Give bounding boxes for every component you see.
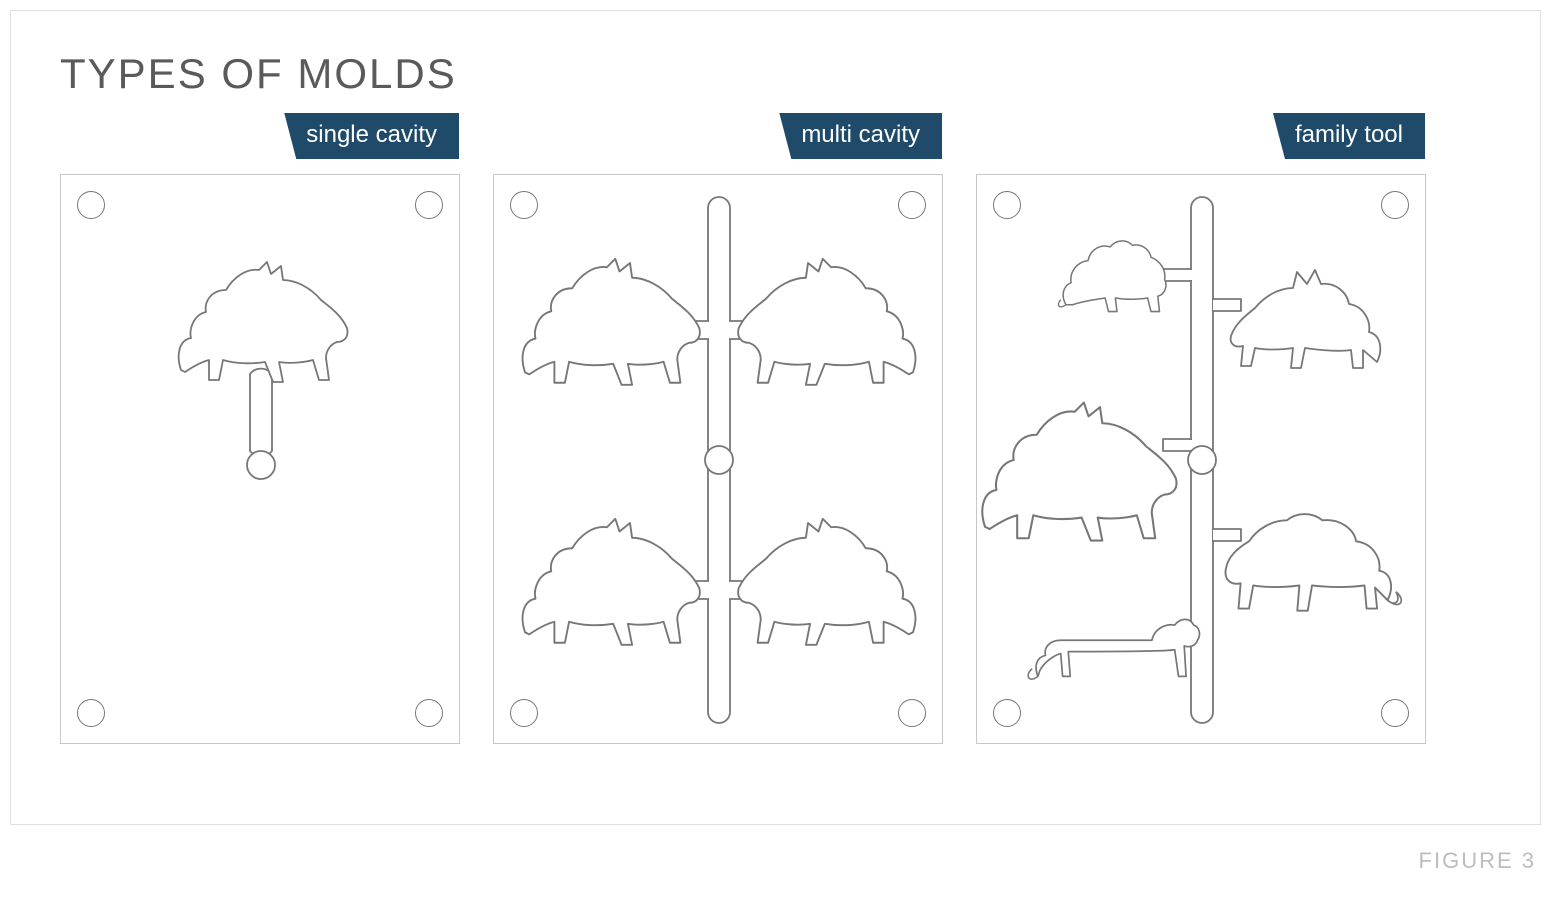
mold-panel-family-tool: family tool	[976, 174, 1426, 744]
mold-illustration	[977, 175, 1427, 745]
panel-label-tab: family tool	[1273, 113, 1425, 159]
mold-illustration	[494, 175, 944, 745]
figure-caption: FIGURE 3	[1419, 848, 1536, 874]
panel-label-tab: single cavity	[284, 113, 459, 159]
panels-row: single cavitymulti cavityfamily tool	[60, 174, 1426, 744]
mold-panel-single-cavity: single cavity	[60, 174, 460, 744]
page-title: TYPES OF MOLDS	[60, 50, 457, 98]
mold-panel-multi-cavity: multi cavity	[493, 174, 943, 744]
panel-label-tab: multi cavity	[779, 113, 942, 159]
mold-illustration	[61, 175, 461, 745]
